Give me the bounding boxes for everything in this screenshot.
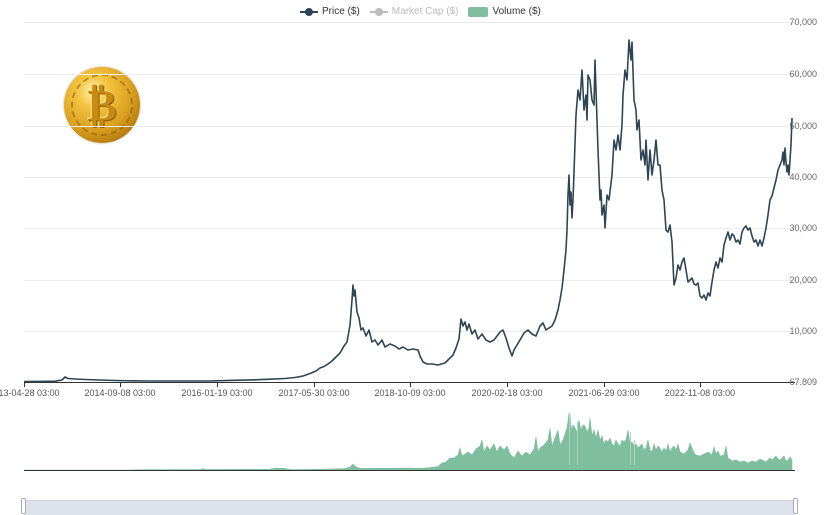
legend-item-market-cap[interactable]: Market Cap ($)	[369, 6, 459, 17]
x-tick-label: 2014-09-08 03:00	[84, 388, 156, 398]
price-line	[23, 39, 793, 383]
x-tick-label: 2020-02-18 03:00	[471, 388, 543, 398]
line-marker-icon	[369, 7, 388, 17]
gridlines	[24, 22, 795, 332]
bitcoin-logo: ₿	[64, 67, 140, 143]
y-tick-label: 20,000	[789, 275, 817, 285]
x-tick-label: 2017-05-30 03:00	[278, 388, 350, 398]
x-tick-label: 2018-10-09 03:00	[374, 388, 446, 398]
legend-item-price[interactable]: Price ($)	[300, 6, 360, 17]
y-tick-label: 30,000	[789, 223, 817, 233]
volume-bars	[24, 412, 793, 471]
x-tick-label: 2022-11-08 03:00	[664, 388, 736, 398]
y-tick-label: 10,000	[789, 326, 817, 336]
y-tick-label: 50,000	[789, 121, 817, 131]
volume-spikes	[569, 413, 635, 465]
y-tick-label: 60,000	[789, 69, 817, 79]
x-tick-label: 2013-04-28 03:00	[0, 388, 60, 398]
slider-handle-right[interactable]	[793, 498, 798, 514]
volume-swatch-icon	[468, 6, 489, 17]
legend-label-market-cap: Market Cap ($)	[391, 6, 459, 17]
legend-label-price: Price ($)	[322, 6, 360, 17]
legend-label-volume: Volume ($)	[492, 6, 541, 17]
y-tick-label: 70,000	[789, 17, 817, 27]
bitcoin-icon: ₿	[87, 80, 117, 131]
x-tick-label: 2021-06-29 03:00	[568, 388, 640, 398]
legend-item-volume[interactable]: Volume ($)	[468, 6, 541, 17]
slider-handle-left[interactable]	[21, 498, 26, 514]
y-tick-label: 67.809	[789, 377, 817, 387]
x-axis-ticks	[24, 382, 701, 387]
line-marker-icon	[300, 7, 318, 17]
data-zoom-slider[interactable]	[21, 498, 798, 515]
volume-area	[24, 412, 793, 471]
chart-legend: Price ($) Market Cap ($) Volume ($)	[300, 6, 541, 17]
x-tick-label: 2016-01-19 03:00	[181, 388, 253, 398]
y-tick-label: 40,000	[789, 172, 817, 182]
